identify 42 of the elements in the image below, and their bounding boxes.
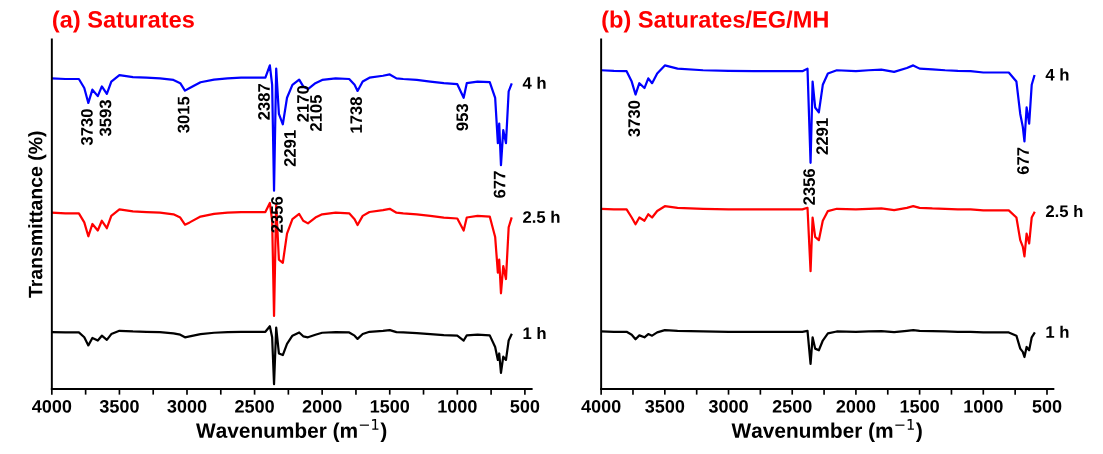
annotation: 2356 xyxy=(803,168,816,205)
x-tick-label: 3500 xyxy=(99,399,139,413)
x-axis-title: Wavenumber (m$^{−1}$) xyxy=(196,419,387,443)
annotation: 1738 xyxy=(350,97,363,133)
annotation: 3730 xyxy=(81,109,93,146)
annotation: 677 xyxy=(493,171,506,198)
x-tick-label: 2000 xyxy=(302,399,342,413)
annotation: 3593 xyxy=(99,100,112,137)
x-tick-label: 1500 xyxy=(370,399,410,413)
series-label: 1 h xyxy=(523,326,546,340)
x-tick-label: 1500 xyxy=(900,399,939,413)
annotation: 3015 xyxy=(177,96,190,133)
annotation: 2105 xyxy=(310,95,322,132)
series-label: 4 h xyxy=(1045,68,1069,81)
x-tick-label: 2000 xyxy=(836,399,876,413)
series-label: 1 h xyxy=(1046,325,1069,338)
x-tick-label: 3500 xyxy=(645,399,685,413)
series-label: 2.5 h xyxy=(523,210,560,223)
x-tick-label: 1000 xyxy=(438,399,477,413)
annotation: 2291 xyxy=(816,118,829,155)
x-tick-label: 3000 xyxy=(167,399,207,413)
x-tick-label: 500 xyxy=(510,399,540,413)
annotation: 2170 xyxy=(297,85,309,122)
annotation: 953 xyxy=(456,103,469,131)
x-tick-label: 1000 xyxy=(964,399,1003,413)
annotation: 2387 xyxy=(258,83,270,120)
annotation: 3730 xyxy=(628,100,641,137)
x-axis-title: Wavenumber (m$^{−1}$) xyxy=(731,419,922,443)
series-label: 4 h xyxy=(522,76,546,89)
y-axis-title: Transmittance (%) xyxy=(28,131,47,298)
chart-title: (a) Saturates xyxy=(53,10,194,33)
x-tick-label: 2500 xyxy=(235,399,274,413)
series-label: 2.5 h xyxy=(1045,204,1083,218)
chart-title: (b) Saturates/EG/MH xyxy=(602,10,828,33)
x-tick-label: 3000 xyxy=(708,399,748,413)
annotation: 2356 xyxy=(271,196,283,233)
annotation: 677 xyxy=(1017,147,1029,175)
x-tick-label: 2500 xyxy=(772,399,812,413)
x-tick-label: 500 xyxy=(1032,399,1062,413)
annotation: 2291 xyxy=(284,130,296,167)
x-tick-label: 4000 xyxy=(32,399,72,413)
x-tick-label: 4000 xyxy=(581,399,621,413)
